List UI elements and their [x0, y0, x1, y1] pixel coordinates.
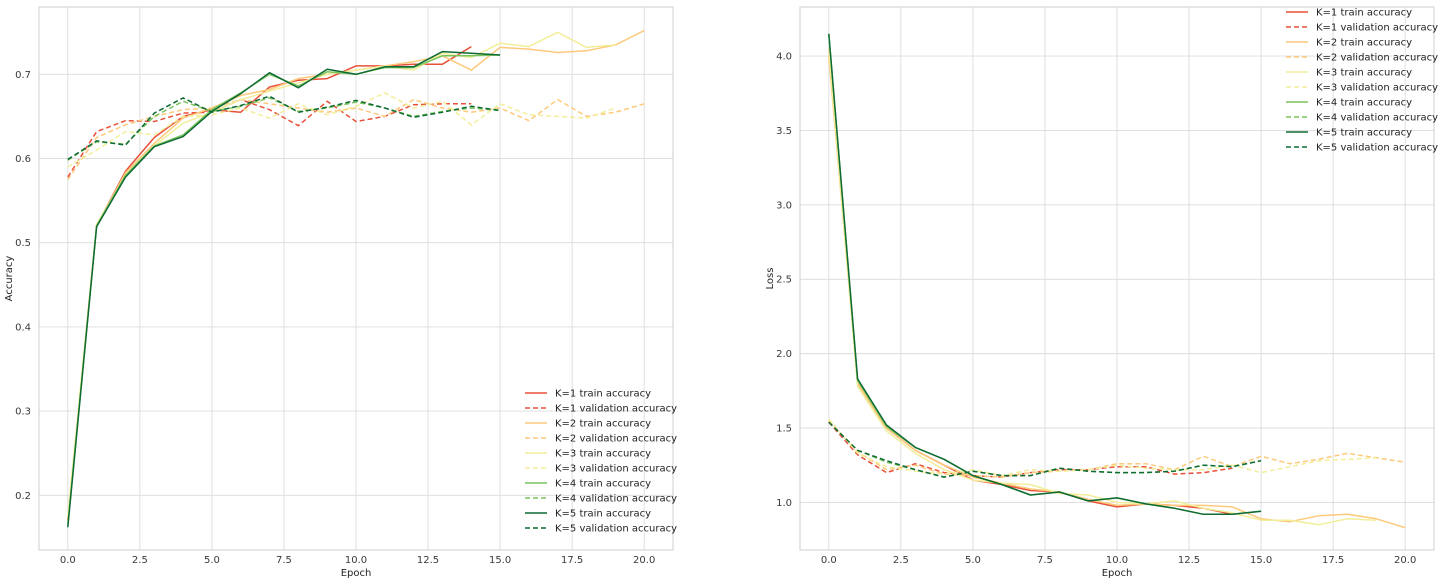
y-tick-label: 1.5	[776, 424, 792, 435]
x-tick-label: 2.5	[893, 555, 909, 566]
legend-entry: K=5 validation accuracy	[1316, 143, 1438, 154]
series-line-9	[828, 33, 1262, 516]
loss-chart: 0.0 2.5 5.0 7.5 10.0 12.5 15.0 17.5 20.0 1.0 1.5 2.…	[765, 6, 1438, 579]
y-tick-label: 0.5	[15, 238, 31, 249]
series-line-3	[828, 56, 1406, 529]
legend-entry: K=2 train accuracy	[555, 419, 651, 430]
accuracy-chart: 0.0 2.5 5.0 7.5 10.0 12.5 15.0 17.5 20.0 0.2 0.3 0.…	[4, 6, 677, 579]
y-tick-label: 0.7	[15, 70, 31, 81]
y-tick-label: 0.4	[15, 322, 31, 333]
legend-entry: K=4 validation accuracy	[555, 494, 677, 505]
x-tick-label: 0.0	[60, 555, 76, 566]
series-line-4	[828, 420, 1406, 478]
plot-frame	[38, 6, 674, 551]
legend-entry: K=2 validation accuracy	[555, 434, 677, 445]
x-tick-label: 12.5	[417, 555, 439, 566]
x-tick-label: 12.5	[1178, 555, 1200, 566]
legend-entry: K=5 train accuracy	[555, 509, 651, 520]
y-axis-label: Accuracy	[4, 256, 15, 302]
y-tick-label: 0.3	[15, 407, 31, 418]
y-tick-label: 3.5	[776, 126, 792, 137]
x-tick-label: 15.0	[489, 555, 511, 566]
y-tick-label: 2.0	[776, 349, 792, 360]
y-axis-label: Loss	[765, 268, 776, 290]
y-tick-label: 2.5	[776, 275, 792, 286]
y-tick-label: 4.0	[776, 52, 792, 63]
series-line-1	[67, 45, 472, 521]
x-tick-label: 15.0	[1250, 555, 1272, 566]
legend-entry: K=1 validation accuracy	[555, 404, 677, 415]
x-tick-label: 10.0	[1106, 555, 1128, 566]
legend-entry: K=3 validation accuracy	[555, 464, 677, 475]
x-tick-label: 5.0	[965, 555, 981, 566]
x-tick-label: 0.0	[821, 555, 837, 566]
x-axis-label: Epoch	[341, 568, 372, 579]
legend-entry: K=3 validation accuracy	[1316, 83, 1438, 94]
legend-entry: K=4 train accuracy	[555, 479, 651, 490]
y-tick-label: 3.0	[776, 200, 792, 211]
legend-entry: K=3 train accuracy	[555, 449, 651, 460]
plot-frame	[799, 6, 1435, 551]
legend-entry: K=5 validation accuracy	[555, 524, 677, 535]
series-line-4	[67, 98, 645, 181]
y-tick-label: 0.2	[15, 491, 31, 502]
series-line-10	[67, 95, 501, 161]
series-line-8	[67, 97, 501, 161]
x-tick-label: 2.5	[132, 555, 148, 566]
legend-entry: K=2 validation accuracy	[1316, 53, 1438, 64]
x-axis-label: Epoch	[1102, 568, 1133, 579]
legend-entry: K=1 train accuracy	[1316, 8, 1412, 19]
x-tick-label: 10.0	[345, 555, 367, 566]
x-tick-label: 17.5	[561, 555, 583, 566]
legend-entry: K=4 validation accuracy	[1316, 113, 1438, 124]
x-tick-label: 7.5	[1037, 555, 1053, 566]
x-tick-label: 17.5	[1322, 555, 1344, 566]
legend-entry: K=5 train accuracy	[1316, 128, 1412, 139]
legend-entry: K=2 train accuracy	[1316, 38, 1412, 49]
series-line-6	[67, 92, 616, 168]
legend-entry: K=4 train accuracy	[1316, 98, 1412, 109]
y-tick-label: 1.0	[776, 498, 792, 509]
series-line-9	[67, 50, 501, 528]
series-line-10	[828, 421, 1262, 478]
legend-entry: K=1 validation accuracy	[1316, 23, 1438, 34]
y-tick-label: 0.6	[15, 154, 31, 165]
x-tick-label: 20.0	[633, 555, 655, 566]
x-tick-label: 5.0	[204, 555, 220, 566]
x-tick-label: 7.5	[276, 555, 292, 566]
x-tick-label: 20.0	[1394, 555, 1416, 566]
legend-entry: K=3 train accuracy	[1316, 68, 1412, 79]
series-line-2	[67, 98, 472, 178]
legend-entry: K=1 train accuracy	[555, 389, 651, 400]
